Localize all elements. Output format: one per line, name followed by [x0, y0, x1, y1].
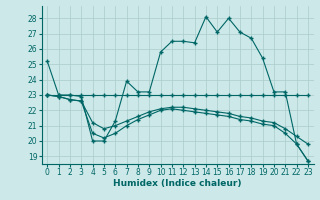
X-axis label: Humidex (Indice chaleur): Humidex (Indice chaleur)	[113, 179, 242, 188]
